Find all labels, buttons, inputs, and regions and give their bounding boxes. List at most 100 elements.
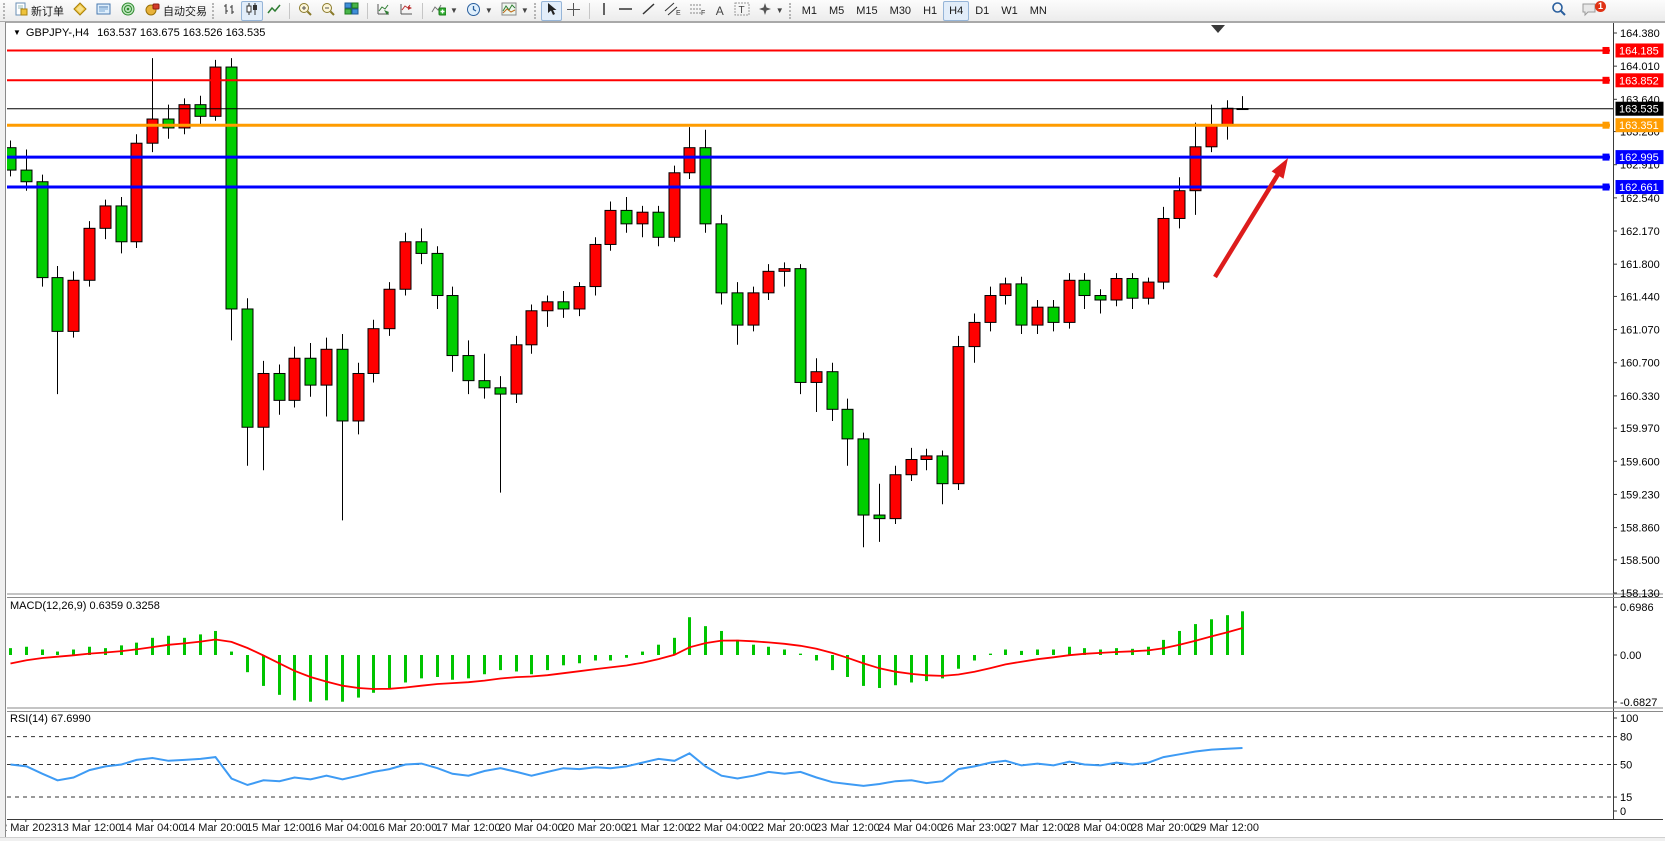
svg-text:22 Mar 04:00: 22 Mar 04:00 xyxy=(689,822,754,834)
tile-windows-button[interactable] xyxy=(340,1,363,21)
candle-body xyxy=(352,372,365,422)
timeframe-d1[interactable]: D1 xyxy=(975,4,990,17)
svg-text:164.010: 164.010 xyxy=(1620,61,1660,73)
horizontal-line-button[interactable] xyxy=(614,1,637,21)
horizontal-line-icon xyxy=(618,2,633,19)
notification-badge: 1 xyxy=(1595,0,1606,12)
auto-scroll-icon xyxy=(376,2,391,19)
timeframe-h4[interactable]: H4 xyxy=(943,0,970,21)
bar-chart-button[interactable] xyxy=(219,1,241,21)
price-level-line[interactable]: 163.351 xyxy=(7,118,1664,133)
quotes-panel-icon xyxy=(96,2,112,19)
timeframe-m30[interactable]: M30 xyxy=(889,4,912,17)
svg-text:50: 50 xyxy=(1620,760,1632,772)
macd-histogram-bar xyxy=(420,655,423,679)
macd-label: MACD(12,26,9) 0.6359 0.3258 xyxy=(10,600,160,612)
svg-text:15 Mar 12:00: 15 Mar 12:00 xyxy=(246,822,311,834)
timeframe-m1[interactable]: M1 xyxy=(801,4,817,17)
trendline-button[interactable] xyxy=(637,1,660,21)
macd-histogram-bar xyxy=(325,655,328,701)
rsi-label: RSI(14) 67.6990 xyxy=(10,713,91,725)
candle-body xyxy=(1221,107,1234,126)
templates-button[interactable]: ▼ xyxy=(497,1,533,21)
timeframe-m15[interactable]: M15 xyxy=(856,4,878,17)
toolbar-separator xyxy=(367,2,368,19)
macd-histogram-bar xyxy=(404,655,407,683)
new-order-icon xyxy=(14,2,28,19)
crosshair-button[interactable] xyxy=(562,1,585,21)
price-level-line[interactable]: 163.852 xyxy=(7,73,1664,88)
macd-histogram-bar xyxy=(1194,624,1197,655)
candle-body xyxy=(873,514,886,520)
macd-histogram-bar xyxy=(878,655,881,688)
notifications-button[interactable]: 1 xyxy=(1577,0,1606,21)
trend-arrow-annotation[interactable] xyxy=(1213,158,1288,279)
macd-histogram-bar xyxy=(41,649,44,655)
new-order-button[interactable]: 新订单 xyxy=(10,1,68,21)
timeframe-w1[interactable]: W1 xyxy=(1001,4,1018,17)
level-price-label xyxy=(1615,180,1664,195)
market-watch-button[interactable] xyxy=(92,1,116,21)
price-level-line[interactable]: 162.995 xyxy=(7,150,1664,165)
macd-histogram-bar xyxy=(546,655,549,671)
level-price-label xyxy=(1615,118,1664,133)
arrows-button[interactable]: ▼ xyxy=(754,1,788,21)
candle-body xyxy=(652,211,665,238)
cursor-button[interactable] xyxy=(540,0,562,21)
text-button[interactable]: A xyxy=(710,1,730,21)
toolbar-grip[interactable] xyxy=(533,2,538,19)
macd-histogram-bar xyxy=(862,655,865,686)
candle-body xyxy=(83,227,96,281)
candle-body xyxy=(1094,295,1107,301)
candle-body xyxy=(99,205,112,229)
price-level-line[interactable]: 162.661 xyxy=(7,180,1664,195)
svg-text:0.00: 0.00 xyxy=(1620,650,1641,662)
macd-histogram-bar xyxy=(673,637,676,655)
indicators-button[interactable]: ▼ xyxy=(427,1,462,21)
macd-histogram-bar xyxy=(989,653,992,655)
macd-histogram-bar xyxy=(752,644,755,655)
zoom-out-icon xyxy=(321,2,336,20)
macd-histogram-bar xyxy=(467,655,470,679)
svg-text:161.440: 161.440 xyxy=(1620,291,1660,303)
signals-button[interactable] xyxy=(116,1,140,21)
timeframe-m5[interactable]: M5 xyxy=(828,4,845,17)
svg-text:29 Mar 12:00: 29 Mar 12:00 xyxy=(1194,822,1259,834)
timeframe-h1[interactable]: H1 xyxy=(923,4,938,17)
autotrading-button[interactable]: 自动交易 xyxy=(140,1,211,21)
metaquotes-button[interactable] xyxy=(68,1,92,21)
chart-collapse-icon[interactable]: ▼ xyxy=(13,28,21,37)
text-label-button[interactable]: T xyxy=(730,1,754,21)
macd-layer xyxy=(9,611,1244,702)
zoom-in-button[interactable] xyxy=(294,1,317,21)
svg-text:100: 100 xyxy=(1620,713,1638,725)
toolbar-grip[interactable] xyxy=(3,2,7,19)
macd-histogram-bar xyxy=(214,630,217,655)
vertical-line-button[interactable] xyxy=(594,1,614,21)
toolbar-grip[interactable] xyxy=(212,2,216,19)
fibonacci-button[interactable]: F xyxy=(685,1,710,21)
svg-text:162.995: 162.995 xyxy=(1619,152,1659,164)
macd-histogram-bar xyxy=(25,646,28,655)
equidistant-channel-button[interactable]: E xyxy=(660,1,685,21)
chart-shift-button[interactable] xyxy=(395,1,418,21)
toolbar-grip[interactable] xyxy=(788,2,793,19)
macd-signal-line xyxy=(10,627,1243,690)
macd-histogram-bar xyxy=(388,655,391,688)
zoom-out-button[interactable] xyxy=(317,1,340,21)
periods-button[interactable]: ▼ xyxy=(462,1,497,21)
candle-body xyxy=(130,142,143,243)
candle-body xyxy=(209,66,222,117)
price-level-line[interactable]: 164.185 xyxy=(7,43,1664,58)
dropdown-caret-icon: ▼ xyxy=(450,6,458,15)
candle-body xyxy=(194,104,207,117)
level-line-handle xyxy=(1602,153,1610,161)
chart-shift-marker-icon[interactable] xyxy=(1211,25,1225,33)
auto-scroll-button[interactable] xyxy=(372,1,395,21)
candlestick-chart-button[interactable] xyxy=(241,0,263,21)
search-button[interactable] xyxy=(1547,1,1571,21)
timeframe-mn[interactable]: MN xyxy=(1029,4,1047,17)
line-chart-button[interactable] xyxy=(263,1,285,21)
